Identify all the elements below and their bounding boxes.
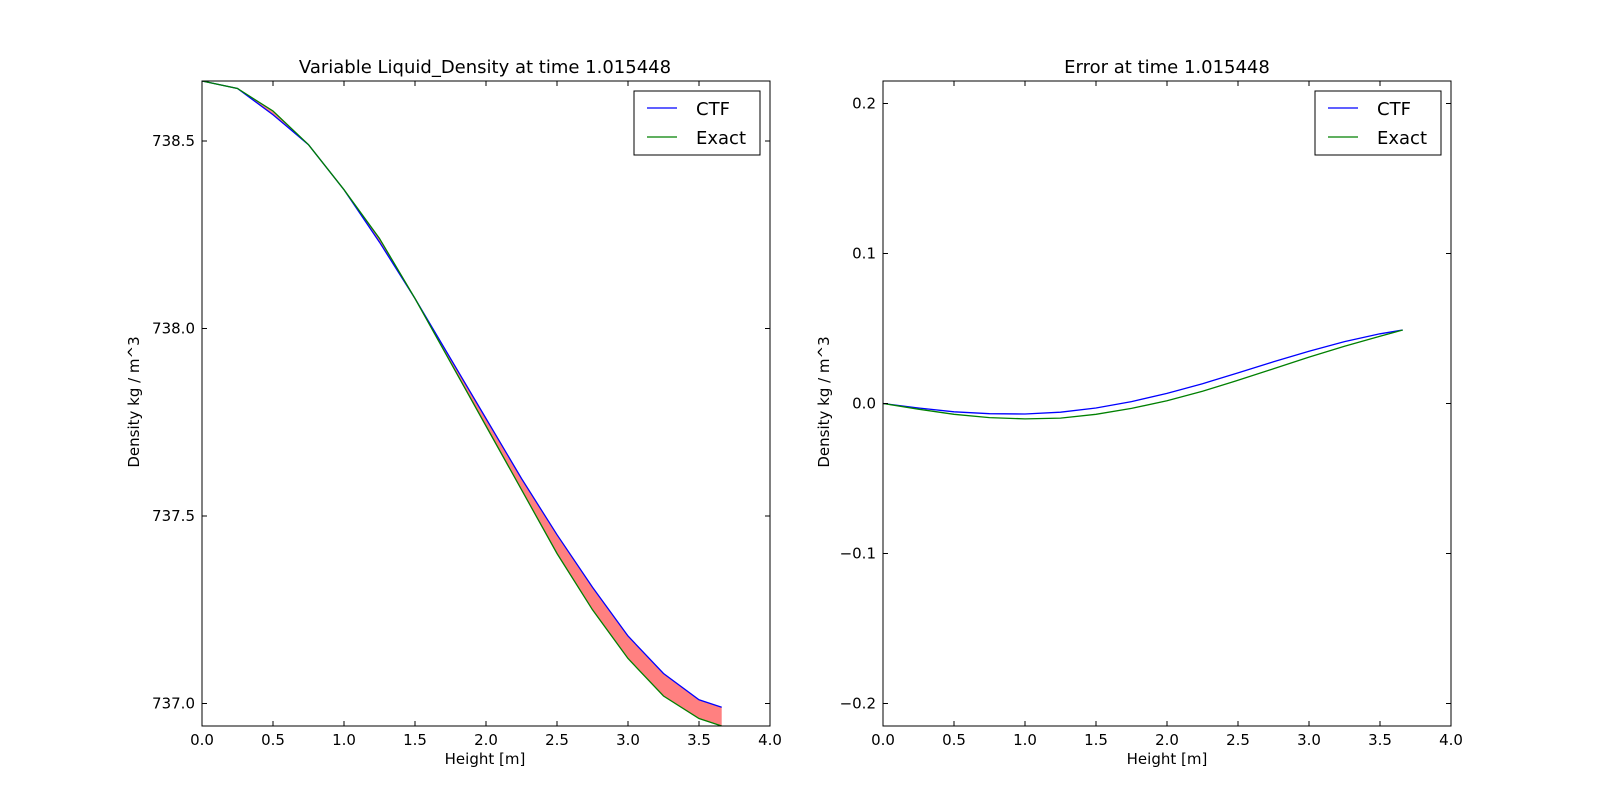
error-x-tick-label: 0.5 <box>942 731 966 749</box>
error-plot-frame <box>882 80 1452 727</box>
density-plot-frame <box>201 80 771 727</box>
error-y-tick-label: −0.1 <box>840 545 876 563</box>
error-y-axis-label: Density kg / m^3 <box>815 336 833 467</box>
density-series-line-exact <box>202 81 722 726</box>
error-legend-label: Exact <box>1377 128 1427 149</box>
density-y-axis-label: Density kg / m^3 <box>125 336 143 467</box>
error-legend-label: CTF <box>1377 99 1411 120</box>
density-x-tick-label: 3.0 <box>616 731 640 749</box>
error-x-tick-label: 1.0 <box>1013 731 1037 749</box>
density-x-tick-label: 2.0 <box>474 731 498 749</box>
density-x-tick-label: 2.5 <box>545 731 569 749</box>
density-panel: Variable Liquid_Density at time 1.015448… <box>125 57 782 768</box>
error-panel: Error at time 1.015448 Height [m] Densit… <box>815 57 1463 768</box>
error-x-tick-label: 2.0 <box>1155 731 1179 749</box>
density-y-tick-label: 737.0 <box>152 695 195 713</box>
error-y-tick-label: 0.1 <box>852 245 876 263</box>
density-chart-title: Variable Liquid_Density at time 1.015448 <box>299 57 671 78</box>
density-y-tick-label: 737.5 <box>152 507 195 525</box>
error-chart-title: Error at time 1.015448 <box>1064 57 1270 78</box>
density-legend-label: CTF <box>696 99 730 120</box>
density-x-tick-label: 3.5 <box>687 731 711 749</box>
error-y-tick-label: −0.2 <box>840 695 876 713</box>
density-legend-label: Exact <box>696 128 746 149</box>
error-x-tick-label: 2.5 <box>1226 731 1250 749</box>
density-x-tick-label: 0.0 <box>190 731 214 749</box>
error-series-line-ctf <box>883 329 1403 415</box>
error-x-tick-label: 3.0 <box>1297 731 1321 749</box>
error-x-tick-label: 3.5 <box>1368 731 1392 749</box>
density-y-tick-label: 738.0 <box>152 320 195 338</box>
error-x-tick-label: 4.0 <box>1439 731 1463 749</box>
error-y-tick-label: 0.0 <box>852 395 876 413</box>
density-fill-between <box>202 81 722 726</box>
error-x-axis-label: Height [m] <box>1127 750 1208 768</box>
density-y-tick-label: 738.5 <box>152 132 195 150</box>
density-legend: CTF Exact <box>633 90 761 156</box>
error-series-line-exact <box>883 329 1403 420</box>
error-y-tick-label: 0.2 <box>852 95 876 113</box>
density-x-tick-label: 1.0 <box>332 731 356 749</box>
error-x-tick-label: 1.5 <box>1084 731 1108 749</box>
error-x-tick-label: 0.0 <box>871 731 895 749</box>
density-series-line-ctf <box>202 81 722 708</box>
density-x-tick-label: 1.5 <box>403 731 427 749</box>
density-x-tick-label: 0.5 <box>261 731 285 749</box>
density-x-axis-label: Height [m] <box>445 750 526 768</box>
density-x-tick-label: 4.0 <box>758 731 782 749</box>
error-legend: CTF Exact <box>1314 90 1442 156</box>
